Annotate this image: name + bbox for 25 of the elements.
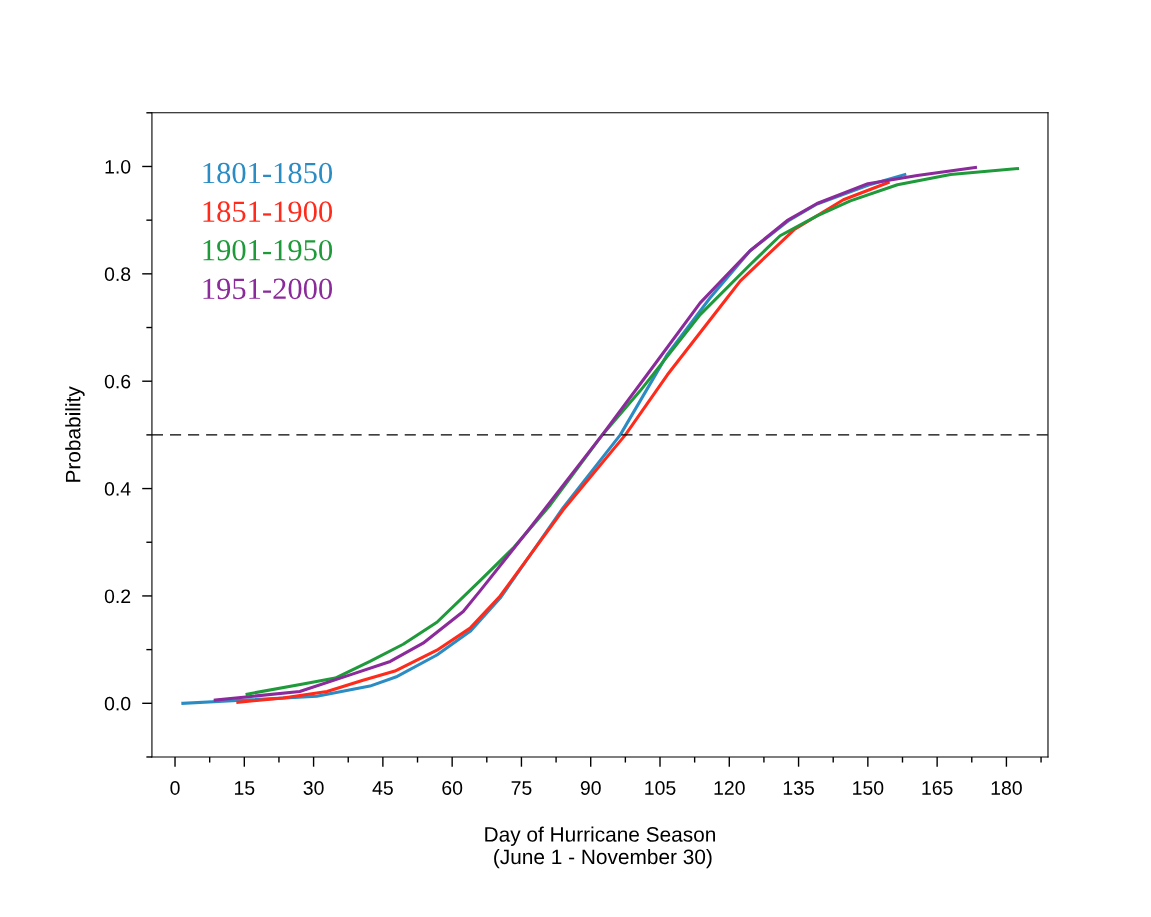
x-tick-label: 60 [442, 781, 463, 795]
y-tick-label: 1.0 [105, 159, 131, 174]
x-tick-label: 120 [714, 781, 745, 795]
x-tick-label: 15 [234, 781, 255, 795]
y-tick-label: 0.6 [104, 374, 131, 389]
x-tick-label: 165 [922, 781, 953, 795]
text: 1801-1850 [203, 162, 333, 184]
y-tick-label: 0.8 [104, 267, 131, 282]
y-axis-title: Probability [65, 386, 85, 482]
y-tick-label: 0.4 [104, 482, 131, 496]
x-tick-label: 30 [303, 781, 324, 795]
x-tick-label: 90 [580, 781, 601, 795]
text: 1951-2000 [203, 278, 333, 300]
x-tick-label: 135 [783, 781, 814, 795]
x-tick-label: 0 [170, 781, 180, 795]
y-tick-label: 0.2 [104, 589, 131, 604]
x-tick-label: 105 [645, 781, 676, 795]
text: 1851-1900 [203, 201, 333, 222]
x-tick-label: 45 [372, 781, 393, 795]
x-axis-title: Day of Hurricane Season (June 1 - November 30) [485, 826, 715, 869]
y-tick-label: 0.0 [104, 696, 131, 711]
text: 1901-1950 [203, 239, 333, 261]
x-tick-label: 75 [511, 781, 532, 795]
x-tick-label: 180 [991, 781, 1022, 795]
x-tick-label: 150 [853, 781, 884, 795]
